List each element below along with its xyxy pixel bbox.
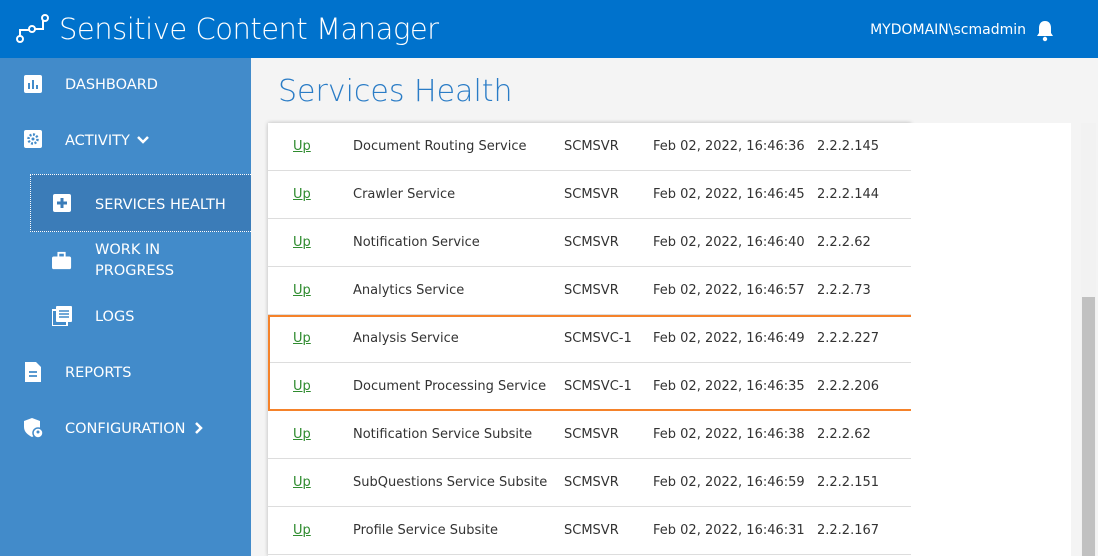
sidebar-item-label-line2: PROGRESS xyxy=(95,263,175,279)
side-panel xyxy=(911,123,1071,556)
sidebar-item-dashboard[interactable]: DASHBOARD xyxy=(0,74,250,96)
status-link[interactable]: Up xyxy=(293,475,311,490)
last-updated: Feb 02, 2022, 16:46:45 xyxy=(653,187,805,202)
version: 2.2.2.227 xyxy=(817,331,880,346)
sidebar-item-label: ACTIVITY xyxy=(65,133,130,149)
last-updated: Feb 02, 2022, 16:46:36 xyxy=(653,139,805,154)
page-title: Services Health xyxy=(278,74,513,109)
table-row: Up Document Routing Service SCMSVR Feb 02, … xyxy=(268,123,911,171)
last-updated: Feb 02, 2022, 16:46:38 xyxy=(653,427,805,442)
service-name: Crawler Service xyxy=(353,187,456,202)
sidebar-item-label: DASHBOARD xyxy=(65,77,158,93)
version: 2.2.2.151 xyxy=(817,475,880,490)
sidebar-item-services-health[interactable]: SERVICES HEALTH xyxy=(30,194,250,216)
status-link[interactable]: Up xyxy=(293,523,311,538)
service-name: Analytics Service xyxy=(353,283,465,298)
table-row: Up SubQuestions Service Subsite SCMSVR Feb … xyxy=(268,459,911,507)
sidebar-item-activity[interactable]: ACTIVITY xyxy=(0,130,250,152)
table-row: Up Notification Service SCMSVR Feb 02, 2022… xyxy=(268,219,911,267)
last-updated: Feb 02, 2022, 16:46:40 xyxy=(653,235,805,250)
status-link[interactable]: Up xyxy=(293,331,311,346)
version: 2.2.2.73 xyxy=(817,283,871,298)
table-row: Up Profile Service Subsite SCMSVR Feb 02, 2… xyxy=(268,507,911,555)
version: 2.2.2.62 xyxy=(817,235,871,250)
last-updated: Feb 02, 2022, 16:46:57 xyxy=(653,283,805,298)
sidebar-item-label: REPORTS xyxy=(65,365,132,381)
table-row: Up Notification Service Subsite SCMSVR Feb … xyxy=(268,411,911,459)
server-name: SCMSVR xyxy=(564,427,619,442)
server-name: SCMSVR xyxy=(564,523,619,538)
sidebar-item-label: CONFIGURATION xyxy=(65,421,186,437)
status-link[interactable]: Up xyxy=(293,427,311,442)
logs-icon xyxy=(52,306,72,326)
status-link[interactable]: Up xyxy=(293,139,311,154)
logo-icon xyxy=(16,14,49,43)
version: 2.2.2.62 xyxy=(817,427,871,442)
briefcase-icon xyxy=(52,251,72,270)
status-link[interactable]: Up xyxy=(293,283,311,298)
services-table: Up Document Routing Service SCMSVR Feb 02, … xyxy=(268,123,911,556)
status-link[interactable]: Up xyxy=(293,187,311,202)
bell-icon[interactable] xyxy=(1035,20,1055,42)
app-title: Sensitive Content Manager xyxy=(59,12,439,46)
server-name: SCMSVR xyxy=(564,475,619,490)
user-name[interactable]: MYDOMAIN\scmadmin xyxy=(870,22,1026,38)
server-name: SCMSVR xyxy=(564,235,619,250)
highlight-box xyxy=(268,315,913,411)
status-link[interactable]: Up xyxy=(293,379,311,394)
service-name: Notification Service Subsite xyxy=(353,427,533,442)
last-updated: Feb 02, 2022, 16:46:35 xyxy=(653,379,805,394)
sidebar-item-label: LOGS xyxy=(95,309,135,325)
service-name: Profile Service Subsite xyxy=(353,523,498,538)
chevron-down-icon xyxy=(137,136,149,144)
sidebar-item-label: SERVICES HEALTH xyxy=(95,197,226,213)
sidebar-item-configuration[interactable]: CONFIGURATION xyxy=(0,418,250,440)
shield-user-icon xyxy=(24,418,44,438)
service-name: Document Processing Service xyxy=(353,379,547,394)
last-updated: Feb 02, 2022, 16:46:49 xyxy=(653,331,805,346)
service-name: Notification Service xyxy=(353,235,480,250)
version: 2.2.2.144 xyxy=(817,187,880,202)
scrollbar-thumb[interactable] xyxy=(1082,297,1095,556)
sidebar-item-work-in-progress[interactable]: WORK IN PROGRESS xyxy=(30,240,250,282)
sidebar-item-logs[interactable]: LOGS xyxy=(30,306,250,328)
service-name: SubQuestions Service Subsite xyxy=(353,475,548,490)
last-updated: Feb 02, 2022, 16:46:31 xyxy=(653,523,805,538)
gear-icon xyxy=(24,130,42,148)
chevron-right-icon xyxy=(195,422,203,434)
server-name: SCMSVC-1 xyxy=(564,331,632,346)
sidebar: DASHBOARD ACTIVITY SERVICES HEALTH WORK … xyxy=(0,58,251,556)
server-name: SCMSVR xyxy=(564,139,619,154)
version: 2.2.2.145 xyxy=(817,139,880,154)
service-name: Document Routing Service xyxy=(353,139,527,154)
table-row: Up Analytics Service SCMSVR Feb 02, 2022, 1… xyxy=(268,267,911,315)
server-name: SCMSVR xyxy=(564,187,619,202)
table-row: Up Crawler Service SCMSVR Feb 02, 2022, 16:… xyxy=(268,171,911,219)
document-icon xyxy=(25,362,41,382)
sidebar-item-reports[interactable]: REPORTS xyxy=(0,362,250,384)
bar-chart-icon xyxy=(24,75,42,93)
status-link[interactable]: Up xyxy=(293,235,311,250)
server-name: SCMSVC-1 xyxy=(564,379,632,394)
plus-square-icon xyxy=(53,194,71,212)
server-name: SCMSVR xyxy=(564,283,619,298)
service-name: Analysis Service xyxy=(353,331,459,346)
version: 2.2.2.206 xyxy=(817,379,880,394)
last-updated: Feb 02, 2022, 16:46:59 xyxy=(653,475,805,490)
table-row: Up Analysis Service SCMSVC-1 Feb 02, 2022, … xyxy=(268,315,911,363)
app-header: Sensitive Content Manager MYDOMAIN\scmad… xyxy=(0,0,1098,58)
sidebar-item-label: WORK IN xyxy=(95,242,161,258)
version: 2.2.2.167 xyxy=(817,523,880,538)
